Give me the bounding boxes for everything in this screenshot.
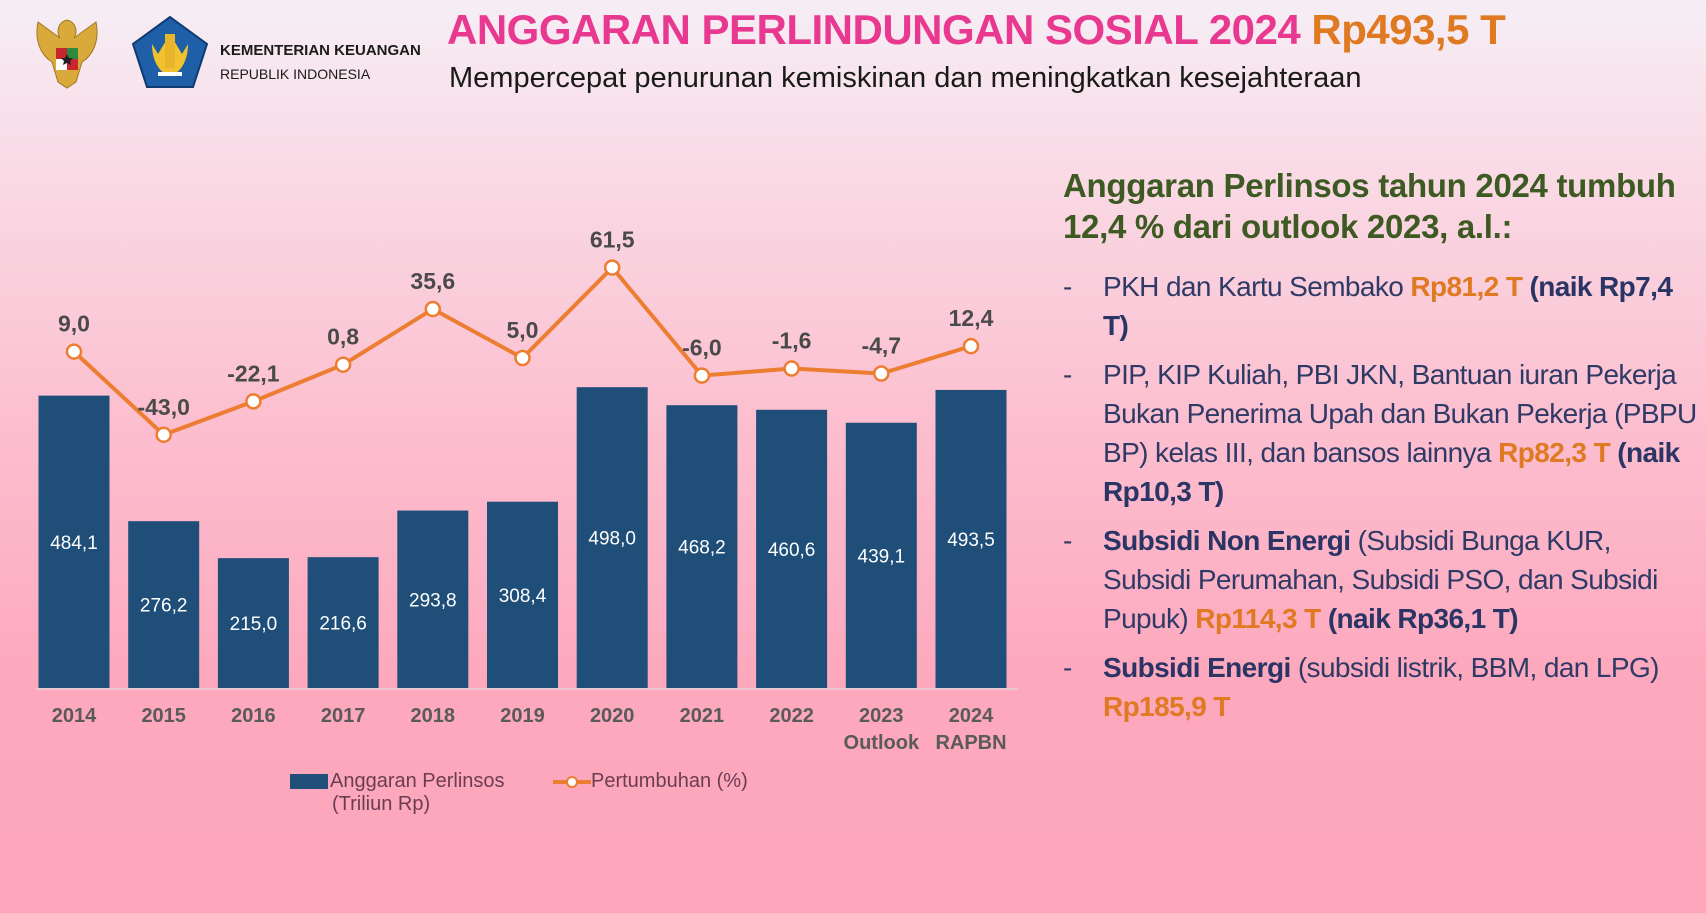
summary-heading: Anggaran Perlinsos tahun 2024 tumbuh 12,… xyxy=(1063,167,1676,245)
summary-bullet: - Subsidi Energi (subsidi listrik, BBM, d… xyxy=(1063,648,1703,726)
growth-point xyxy=(783,360,800,377)
kemenkeu-logo xyxy=(131,15,209,88)
growth-value-label: -4,7 xyxy=(861,333,901,359)
bar xyxy=(487,501,558,688)
bullet-dash: - xyxy=(1063,271,1072,302)
bullet-text-bold: (naik Rp7,4 T) xyxy=(1103,271,1673,341)
legend-line-label: Pertumbuhan (%) xyxy=(591,770,748,792)
bullet-dash: - xyxy=(1063,652,1072,683)
summary-panel: Anggaran Perlinsos tahun 2024 tumbuh 12,… xyxy=(1063,165,1703,736)
legend-line: Pertumbuhan (%) xyxy=(553,770,748,793)
legend-line-marker-icon xyxy=(553,775,591,788)
x-tick-label: 2022 xyxy=(769,705,814,727)
bar-value-label: 460,6 xyxy=(768,540,816,561)
bar-value-label: 439,1 xyxy=(858,546,906,567)
growth-point xyxy=(245,393,262,410)
x-tick-label: 2018 xyxy=(411,705,456,727)
growth-point xyxy=(603,259,621,276)
bar-value-label: 216,6 xyxy=(319,614,367,635)
growth-value-label: 5,0 xyxy=(507,317,539,343)
x-tick-label: 2023 xyxy=(859,705,904,727)
bar xyxy=(666,405,738,688)
bullet-text-amount: Rp82,3 T xyxy=(1498,437,1611,468)
growth-point xyxy=(514,349,531,367)
bar xyxy=(576,387,648,688)
org-subname: REPUBLIK INDONESIA xyxy=(220,66,371,82)
bar-value-label: 468,2 xyxy=(678,538,726,559)
bullet-text-bold: Subsidi Energi xyxy=(1103,652,1291,683)
bar-value-label: 276,2 xyxy=(140,596,188,617)
budget-chart: 484,1 2014 276,2 2015 215,0 2016 216,6 2017 293,… xyxy=(36,227,1018,754)
growth-value-label: 12,4 xyxy=(949,305,994,331)
x-tick-label: 2015 xyxy=(141,705,186,727)
bullet-dash: - xyxy=(1063,359,1072,390)
title-amount: Rp493,5 T xyxy=(1311,6,1506,53)
bar xyxy=(935,389,1007,688)
bar-value-label: 293,8 xyxy=(409,590,457,611)
x-tick-label: 2014 xyxy=(52,705,97,727)
x-tick-label: Outlook xyxy=(844,732,920,754)
legend-bar-unit: (Triliun Rp) xyxy=(332,793,431,815)
growth-point xyxy=(424,300,442,318)
bar-value-label: 215,0 xyxy=(230,614,278,635)
bullet-text-bold: Subsidi Non Energi xyxy=(1103,525,1351,556)
x-tick-label: 2020 xyxy=(590,705,635,727)
growth-value-label: 0,8 xyxy=(327,324,359,350)
growth-value-label: 35,6 xyxy=(410,268,455,294)
x-tick-label: 2024 xyxy=(949,705,994,727)
growth-point xyxy=(962,337,980,355)
bullet-text-amount: Rp114,3 T xyxy=(1195,603,1321,634)
summary-bullet: - PKH dan Kartu Sembako Rp81,2 T (naik Rp… xyxy=(1063,267,1703,345)
bar xyxy=(845,422,917,688)
legend-bar-swatch xyxy=(290,774,328,790)
legend-bar-label: Anggaran Perlinsos xyxy=(330,770,505,792)
growth-value-label: -43,0 xyxy=(137,394,189,420)
bar xyxy=(217,558,289,688)
bullet-text-normal: PIP, KIP Kuliah, PBI JKN, Bantuan iuran … xyxy=(1103,359,1697,468)
org-name: KEMENTERIAN KEUANGAN xyxy=(220,42,421,59)
growth-value-label: -6,0 xyxy=(682,335,722,361)
bar-value-label: 493,5 xyxy=(947,530,995,551)
bar xyxy=(128,521,200,688)
bullet-text-amount: Rp81,2 T xyxy=(1410,271,1523,302)
bar xyxy=(756,409,828,688)
garuda-emblem-logo xyxy=(36,19,98,89)
growth-value-label: 61,5 xyxy=(590,227,635,253)
growth-value-label: -22,1 xyxy=(227,360,280,386)
growth-point xyxy=(155,426,172,444)
x-tick-label: RAPBN xyxy=(935,732,1006,754)
bar xyxy=(397,510,469,688)
growth-point xyxy=(65,343,83,360)
x-tick-label: 2019 xyxy=(500,705,545,727)
bullet-text-normal: (Subsidi Bunga KUR, Subsidi Perumahan, S… xyxy=(1103,525,1658,634)
bullet-text-normal: PKH dan Kartu Sembako xyxy=(1103,271,1411,302)
summary-bullets: - PKH dan Kartu Sembako Rp81,2 T (naik Rp… xyxy=(1063,267,1703,726)
bar-value-label: 308,4 xyxy=(499,586,547,607)
growth-value-label: -1,6 xyxy=(772,328,812,354)
bar-value-label: 484,1 xyxy=(50,533,98,554)
growth-point xyxy=(873,365,890,382)
bar-value-label: 498,0 xyxy=(588,529,636,550)
bar xyxy=(307,557,379,688)
legend-bar: Anggaran Perlinsos (Triliun Rp) xyxy=(290,770,505,816)
bullet-text-amount: Rp185,9 T xyxy=(1103,691,1230,722)
title-text: ANGGARAN PERLINDUNGAN SOSIAL 2024 xyxy=(447,6,1301,53)
bar xyxy=(38,395,110,688)
bullet-text-normal: (subsidi listrik, BBM, dan LPG) xyxy=(1290,652,1660,683)
x-tick-label: 2017 xyxy=(321,705,366,727)
summary-bullet: - PIP, KIP Kuliah, PBI JKN, Bantuan iuran… xyxy=(1063,355,1703,511)
bullet-text-bold: (naik Rp36,1 T) xyxy=(1320,603,1519,634)
growth-point xyxy=(693,367,711,384)
bullet-dash: - xyxy=(1063,525,1072,556)
bullet-text-bold: (naik Rp10,3 T) xyxy=(1103,437,1680,507)
x-tick-label: 2021 xyxy=(680,705,725,727)
growth-value-label: 9,0 xyxy=(58,311,90,337)
x-tick-label: 2016 xyxy=(231,705,276,727)
summary-bullet: - Subsidi Non Energi (Subsidi Bunga KUR, … xyxy=(1063,521,1703,638)
growth-point xyxy=(334,356,352,373)
page-subtitle: Mempercepat penurunan kemiskinan dan men… xyxy=(449,62,1362,94)
page-title: ANGGARAN PERLINDUNGAN SOSIAL 2024 Rp493,… xyxy=(447,6,1506,54)
